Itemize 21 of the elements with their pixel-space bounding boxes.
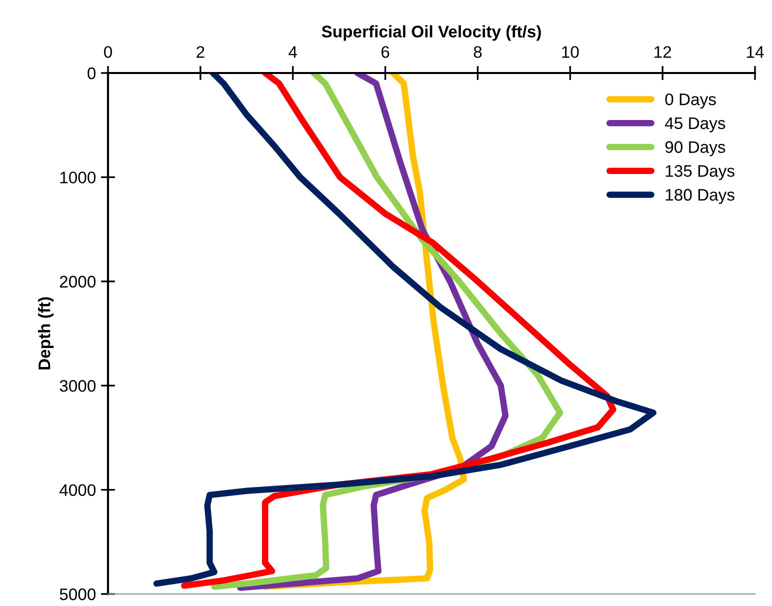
x-axis-title: Superficial Oil Velocity (ft/s) [322,25,541,41]
legend-label: 135 Days [666,165,734,180]
y-tick-label: 4000 [60,484,96,496]
x-tick-label: 12 [654,46,672,58]
legend-label: 0 Days [665,93,716,109]
x-tick-label: 8 [474,46,482,58]
y-tick-label: 3000 [60,380,96,392]
x-tick-label: 10 [562,46,579,58]
x-tick-label: 0 [104,46,112,58]
y-tick-label: 2000 [60,276,96,288]
x-tick-label: 14 [747,46,764,58]
y-tick-label: 0 [88,67,96,80]
x-tick-label: 6 [382,46,390,58]
y-tick-label: 1000 [60,172,96,184]
y-axis-title: Depth (ft) [38,297,54,370]
y-tick-label: 5000 [60,588,96,600]
legend-label: 45 Days [664,117,726,132]
legend-label: 180 Days [666,188,734,204]
x-tick-label: 4 [288,46,298,58]
x-tick-label: 2 [196,46,204,58]
legend-label: 90 Days [665,141,726,156]
